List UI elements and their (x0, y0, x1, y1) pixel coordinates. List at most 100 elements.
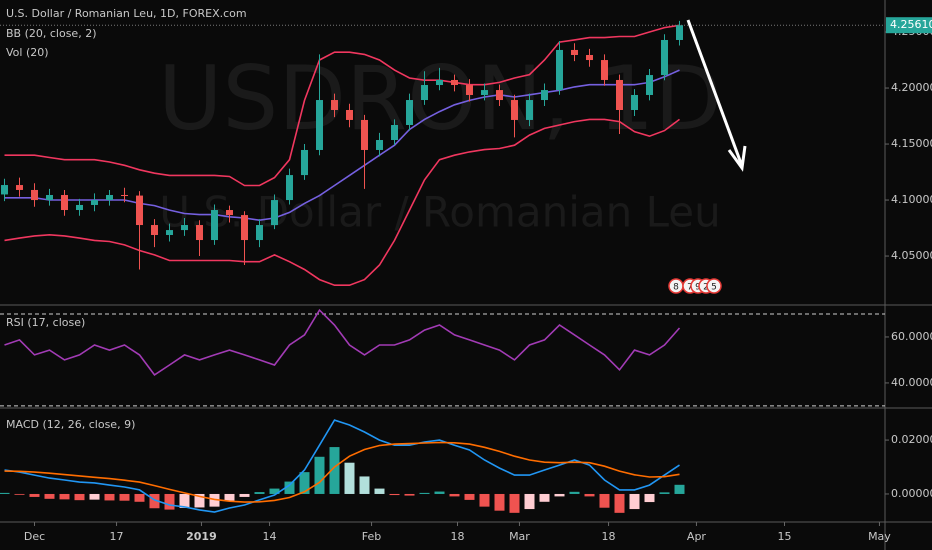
event-badge-label: 9 (695, 283, 701, 293)
histogram-bar (629, 493, 640, 510)
candle-body (391, 125, 398, 141)
candle-body (451, 79, 458, 86)
histogram-bar (404, 493, 415, 496)
last-price-label: 4.25610 (890, 18, 932, 31)
candle-body (286, 175, 293, 201)
histogram-bar (119, 493, 130, 501)
candle-body (346, 109, 353, 120)
y-tick-label: 0.02000 (891, 433, 932, 446)
candle-body (16, 185, 23, 190)
x-tick-label: 18 (602, 530, 616, 543)
histogram-bar (74, 493, 85, 501)
histogram-bar (29, 493, 40, 497)
x-tick-label: 14 (263, 530, 277, 543)
watermark-name: U.S. Dollar / Romanian Leu (159, 188, 720, 237)
candle-body (571, 49, 578, 55)
candle-body (256, 225, 263, 241)
histogram-bar (674, 484, 685, 494)
y-tick-label: 4.05000 (891, 249, 932, 262)
y-tick-label: 0.00000 (891, 487, 932, 500)
candle-body (1, 185, 8, 195)
candle-body (271, 200, 278, 226)
histogram-bar (494, 493, 505, 511)
candle-body (526, 100, 533, 120)
y-tick-label: 40.0000 (891, 376, 932, 389)
indicator-line (4, 441, 680, 503)
histogram-bar (239, 493, 250, 497)
candle-body (166, 230, 173, 235)
histogram-bar (539, 493, 550, 502)
histogram-bar (269, 488, 280, 494)
candle-body (436, 79, 443, 86)
annotation-arrow (686, 19, 747, 172)
candle-body (421, 85, 428, 101)
last-price-box (886, 17, 932, 34)
histogram-bar (389, 493, 400, 496)
histogram-bar (224, 493, 235, 501)
arrow-head (727, 145, 747, 172)
x-tick-label: 2019 (186, 530, 217, 543)
y-tick-label: 4.10000 (891, 193, 932, 206)
histogram-bar (59, 493, 70, 500)
candle-body (541, 90, 548, 101)
x-tick-label: Mar (509, 530, 530, 543)
candle-body (511, 100, 518, 120)
candle-body (556, 49, 563, 91)
histogram-bar (419, 492, 430, 494)
histogram-bar (359, 476, 370, 494)
candle-body (106, 195, 113, 201)
macd-title: MACD (12, 26, close, 9) (6, 418, 135, 431)
x-tick-label: 15 (778, 530, 792, 543)
candle-body (676, 25, 683, 40)
candle-body (646, 75, 653, 95)
candle-body (136, 195, 143, 226)
candle-body (331, 100, 338, 110)
histogram-bar (644, 493, 655, 503)
histogram-bar (329, 447, 340, 494)
histogram-bar (179, 493, 190, 508)
histogram-bar (14, 493, 25, 495)
histogram-bar (554, 493, 565, 497)
histogram-bar (479, 493, 490, 507)
histogram-bar (254, 492, 265, 494)
symbol-title: U.S. Dollar / Romanian Leu, 1D, FOREX.co… (6, 7, 247, 20)
histogram-bar (44, 493, 55, 499)
histogram-bar (284, 481, 295, 494)
x-tick-label: May (868, 530, 891, 543)
event-badge-label: 2 (703, 283, 709, 293)
histogram-bar (599, 493, 610, 508)
y-tick-label: 4.20000 (891, 81, 932, 94)
x-tick-label: 18 (451, 530, 465, 543)
x-tick-label: Feb (362, 530, 381, 543)
candle-body (601, 60, 608, 80)
arrow-shaft (686, 19, 744, 167)
indicator-label: BB (20, close, 2) (6, 27, 97, 40)
histogram-bar (209, 493, 220, 507)
histogram-bar (194, 493, 205, 508)
candle-body (211, 210, 218, 241)
candle-body (181, 225, 188, 231)
histogram-bar (89, 493, 100, 500)
candle-body (361, 119, 368, 150)
candle-body (121, 195, 128, 197)
histogram-bar (449, 493, 460, 497)
indicator-line (4, 118, 680, 286)
candle-body (316, 100, 323, 150)
x-tick-label: 17 (110, 530, 124, 543)
candle-body (91, 200, 98, 205)
candle-body (76, 204, 83, 211)
candle-body (301, 149, 308, 176)
candle-body (406, 100, 413, 126)
indicator-label: Vol (20) (6, 46, 49, 59)
indicator-line (4, 24, 680, 187)
candle-body (631, 94, 638, 110)
candle-body (481, 90, 488, 95)
indicator-line (4, 308, 681, 376)
candle-body (61, 195, 68, 211)
candle-body (496, 90, 503, 101)
histogram-bar (524, 493, 535, 510)
candle-body (226, 210, 233, 216)
y-tick-label: 4.15000 (891, 137, 932, 150)
candle-body (196, 225, 203, 241)
histogram-bar (584, 493, 595, 497)
